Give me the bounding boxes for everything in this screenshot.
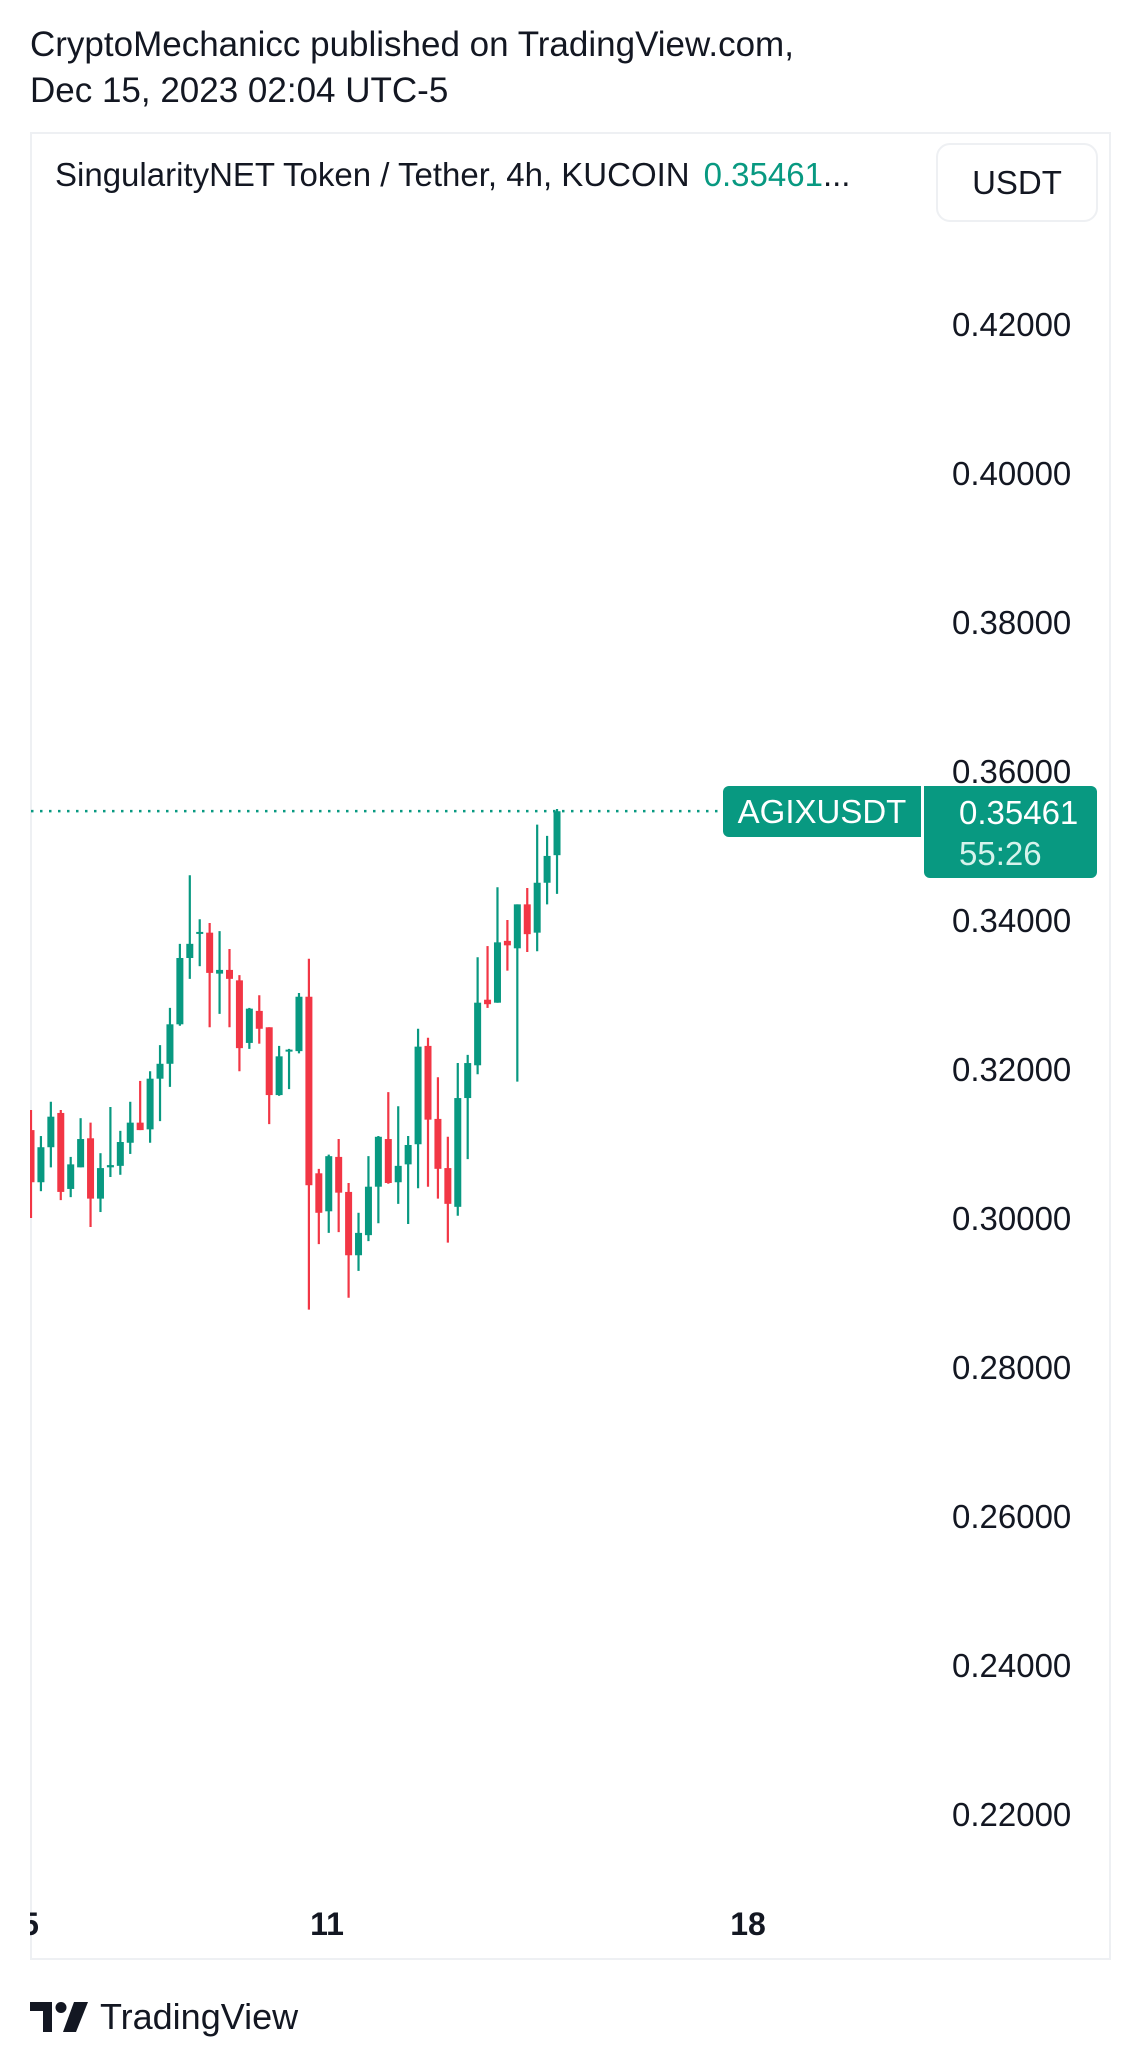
candle-up	[493, 942, 501, 1003]
candle-up	[553, 811, 561, 856]
candle-up	[355, 1232, 363, 1256]
price-axis-label: 0.42000	[952, 306, 1071, 343]
candle-up	[543, 855, 551, 883]
price-axis-label: 0.24000	[952, 1647, 1071, 1684]
time-axis-label: 11	[310, 1906, 344, 1942]
candle-up	[196, 931, 204, 934]
candle-down	[206, 932, 214, 973]
candle-up	[285, 1049, 293, 1052]
candle-down	[424, 1045, 432, 1120]
price-axis-label: 0.32000	[952, 1051, 1071, 1088]
candle-up	[394, 1165, 402, 1183]
candle-up	[186, 943, 194, 958]
candle-up	[513, 904, 521, 949]
candle-up	[67, 1164, 75, 1189]
candle-down	[305, 996, 313, 1186]
candle-up	[146, 1078, 154, 1130]
currency-button[interactable]: USDT	[936, 143, 1098, 222]
candle-up	[37, 1147, 45, 1183]
last-price-tag: 0.35461 55:26	[924, 786, 1097, 878]
candle-up	[295, 996, 303, 1052]
candle-down	[434, 1118, 442, 1169]
publisher-info: CryptoMechanicc published on TradingView…	[30, 22, 794, 114]
publish-date: Dec 15, 2023 02:04 UTC-5	[30, 71, 449, 110]
candle-up	[96, 1168, 104, 1199]
candle-up	[275, 1056, 283, 1096]
candle-up	[414, 1046, 422, 1145]
candle-down	[523, 904, 531, 935]
candle-up	[77, 1139, 85, 1168]
candle-up	[533, 882, 541, 933]
footer[interactable]: TradingView	[30, 1996, 298, 2038]
candle-down	[335, 1156, 343, 1193]
candle-up	[374, 1136, 382, 1187]
symbol-price-tag: AGIXUSDT	[723, 786, 921, 837]
candle-down	[87, 1138, 95, 1199]
tradingview-logo-icon	[30, 2002, 88, 2032]
candle-up	[404, 1144, 412, 1165]
last-price-value: 0.35461	[959, 794, 1079, 831]
candle-up	[176, 957, 184, 1025]
candle-up	[325, 1156, 333, 1212]
candles	[30, 808, 561, 1310]
price-axis-label: 0.30000	[952, 1200, 1071, 1237]
candle-down	[503, 940, 511, 946]
price-axis-label: 0.34000	[952, 902, 1071, 939]
legend-ellipsis: ...	[822, 156, 851, 193]
time-axis-label: 18	[730, 1906, 766, 1942]
symbol-title: SingularityNET Token / Tether, 4h, KUCOI…	[55, 156, 690, 193]
candle-down	[444, 1168, 452, 1204]
time-axis-label: 5	[21, 1906, 39, 1942]
candle-down	[255, 1010, 263, 1029]
candle-up	[126, 1122, 134, 1143]
candle-up	[156, 1063, 164, 1079]
chart-frame	[30, 132, 1111, 1960]
price-axis-label: 0.22000	[952, 1796, 1071, 1833]
price-axis-label: 0.36000	[952, 753, 1071, 790]
candle-up	[454, 1098, 462, 1207]
candle-down	[345, 1191, 353, 1256]
price-axis[interactable]: 0.42000 0.40000 0.38000 0.36000 0.34000 0.320…	[952, 306, 1071, 1833]
candle-up	[216, 969, 224, 974]
price-axis-label: 0.28000	[952, 1349, 1071, 1386]
candle-down	[30, 1130, 35, 1183]
candle-up	[106, 1165, 114, 1168]
candle-down	[235, 980, 243, 1049]
candle-down	[265, 1027, 273, 1096]
candle-down	[384, 1139, 392, 1183]
price-axis-label: 0.26000	[952, 1498, 1071, 1535]
price-axis-label: 0.38000	[952, 604, 1071, 641]
candle-down	[226, 969, 233, 979]
tradingview-brand: TradingView	[100, 1996, 299, 2037]
symbol-legend[interactable]: SingularityNET Token / Tether, 4h, KUCOI…	[55, 155, 850, 195]
time-axis[interactable]: 5 11 18	[21, 1906, 766, 1942]
candle-down	[136, 1122, 144, 1131]
legend-last-price: 0.35461	[703, 156, 823, 193]
candle-up	[364, 1186, 372, 1236]
publish-line: CryptoMechanicc published on TradingView…	[30, 25, 794, 64]
price-axis-label: 0.40000	[952, 455, 1071, 492]
candle-up	[47, 1116, 55, 1148]
candle-down	[57, 1112, 65, 1192]
candle-down	[484, 999, 492, 1005]
candle-up	[245, 1008, 253, 1043]
candle-up	[464, 1063, 472, 1099]
candle-up	[166, 1024, 174, 1064]
candle-down	[315, 1173, 323, 1213]
bar-countdown: 55:26	[959, 835, 1042, 872]
candle-up	[116, 1142, 124, 1166]
candle-up	[474, 1002, 482, 1066]
